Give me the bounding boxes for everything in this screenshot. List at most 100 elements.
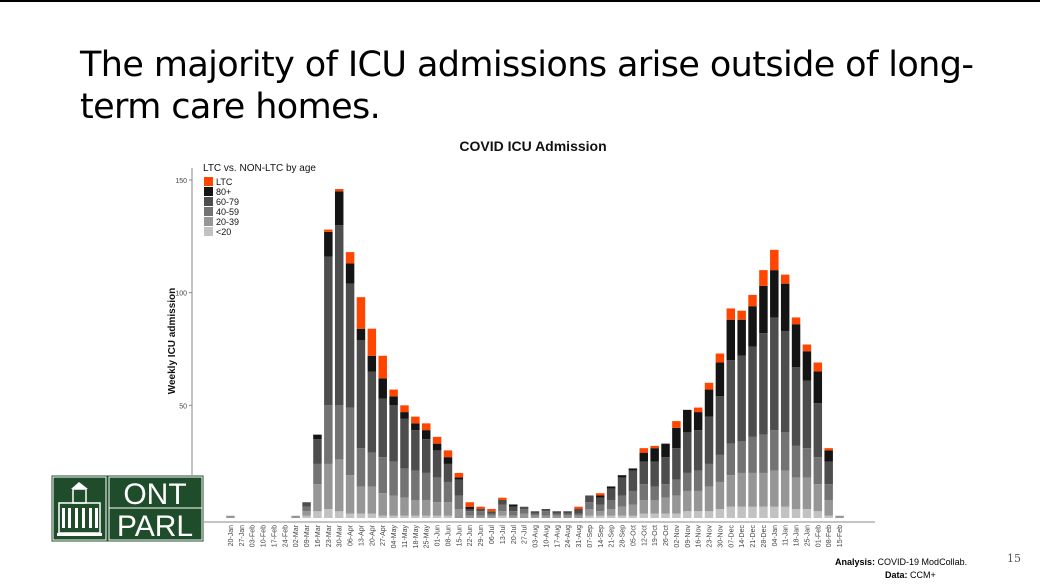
x-tick-label: 24-Feb: [282, 525, 289, 547]
bar-segment: [345, 283, 355, 408]
legend-label: <20: [216, 227, 231, 237]
bar-segment: [759, 472, 768, 507]
bar-segment: [313, 484, 322, 512]
bar-segment: [748, 346, 757, 437]
bar-segment: [509, 504, 518, 507]
bar-segment: [802, 508, 812, 518]
bar-segment: [498, 499, 507, 505]
bar-segment: [302, 502, 311, 507]
bar-segment: [432, 477, 442, 503]
bar-segment: [824, 484, 833, 500]
bar-segment: [356, 486, 366, 514]
analysis-credit: Analysis: COVID-19 ModCollab.: [835, 557, 967, 567]
x-tick-label: 02-Mar: [293, 524, 300, 547]
bar-segment: [519, 513, 529, 518]
bar-segment: [313, 439, 322, 464]
bar-segment: [509, 511, 518, 516]
bar-segment: [759, 285, 768, 334]
bar-segment: [324, 463, 333, 509]
x-tick-label: 11-May: [402, 525, 409, 548]
bar-segment: [650, 513, 659, 518]
bar-segment: [606, 499, 616, 509]
bar-segment: [780, 283, 790, 331]
bar-segment: [389, 515, 398, 518]
bar-segment: [661, 513, 670, 518]
bar-segment: [715, 508, 725, 518]
bar-segment: [813, 484, 823, 512]
bar-segment: [432, 502, 442, 516]
bar-segment: [693, 490, 703, 512]
bar-segment: [650, 445, 659, 449]
bar-segment: [432, 515, 442, 518]
bar-segment: [693, 511, 703, 518]
bar-segment: [400, 418, 409, 469]
bar-segment: [802, 448, 812, 478]
bar-segment: [780, 330, 790, 433]
bar-segment: [596, 515, 605, 518]
bar-segment: [791, 508, 801, 518]
bar-segment: [748, 294, 757, 307]
bar-segment: [639, 499, 649, 514]
bar-segment: [334, 511, 344, 518]
bar-segment: [563, 511, 572, 514]
bar-segment: [617, 475, 627, 478]
bar-segment: [813, 362, 823, 372]
x-tick-label: 30-Nov: [717, 525, 724, 548]
bar-segment: [421, 515, 431, 518]
bar-segment: [759, 434, 768, 473]
bar-segment: [835, 515, 844, 518]
bar-segment: [650, 448, 659, 462]
x-tick-label: 05-Oct: [630, 525, 637, 546]
bar-segment: [378, 493, 387, 516]
bar-segment: [813, 457, 823, 485]
x-tick-label: 23-Nov: [707, 525, 714, 548]
bar-segment: [530, 515, 540, 518]
bar-segment: [334, 191, 344, 226]
bar-segment: [737, 472, 746, 507]
bar-segment: [454, 472, 464, 478]
bar-segment: [574, 515, 583, 518]
bar-segment: [791, 367, 801, 446]
bar-segment: [552, 515, 561, 518]
legend-label: 40-59: [216, 207, 239, 217]
legend-swatch: [204, 187, 213, 196]
bar-segment: [476, 508, 485, 512]
bar-segment: [432, 443, 442, 451]
data-value: CCM+: [910, 570, 936, 580]
bar-segment: [639, 452, 649, 462]
bar-segment: [791, 445, 801, 478]
bar-segment: [737, 441, 746, 473]
bar-segment: [378, 355, 387, 379]
bar-segment: [443, 457, 453, 464]
bar-segment: [693, 407, 703, 413]
bar-segment: [563, 513, 572, 516]
bar-segment: [498, 504, 507, 512]
bar-segment: [400, 412, 409, 419]
bar-segment: [661, 443, 670, 458]
x-tick-label: 20-Jan: [228, 525, 235, 547]
bar-segment: [770, 506, 779, 518]
x-tick-label: 08-Jun: [445, 525, 452, 547]
bar-segment: [737, 310, 746, 320]
bar-segment: [400, 405, 409, 413]
bar-segment: [476, 515, 485, 518]
bar-segment: [421, 423, 431, 431]
x-tick-label: 15-Feb: [837, 525, 844, 547]
bar-segment: [421, 499, 431, 516]
legend-label: 20-39: [216, 217, 239, 227]
bar-segment: [770, 470, 779, 507]
bar-segment: [302, 506, 311, 512]
x-tick-label: 09-Nov: [685, 525, 692, 548]
legend-swatch: [204, 177, 213, 186]
x-tick-label: 14-Sep: [598, 525, 605, 548]
bar-segment: [726, 506, 736, 518]
bar-segment: [476, 506, 485, 509]
bar-segment: [704, 463, 714, 487]
bar-segment: [356, 297, 366, 329]
x-tick-label: 09-Mar: [304, 524, 311, 547]
bar-segment: [693, 430, 703, 471]
bar-segment: [487, 515, 496, 518]
bar-segment: [791, 324, 801, 368]
bar-segment: [443, 463, 453, 482]
x-tick-label: 21-Sep: [609, 525, 616, 548]
